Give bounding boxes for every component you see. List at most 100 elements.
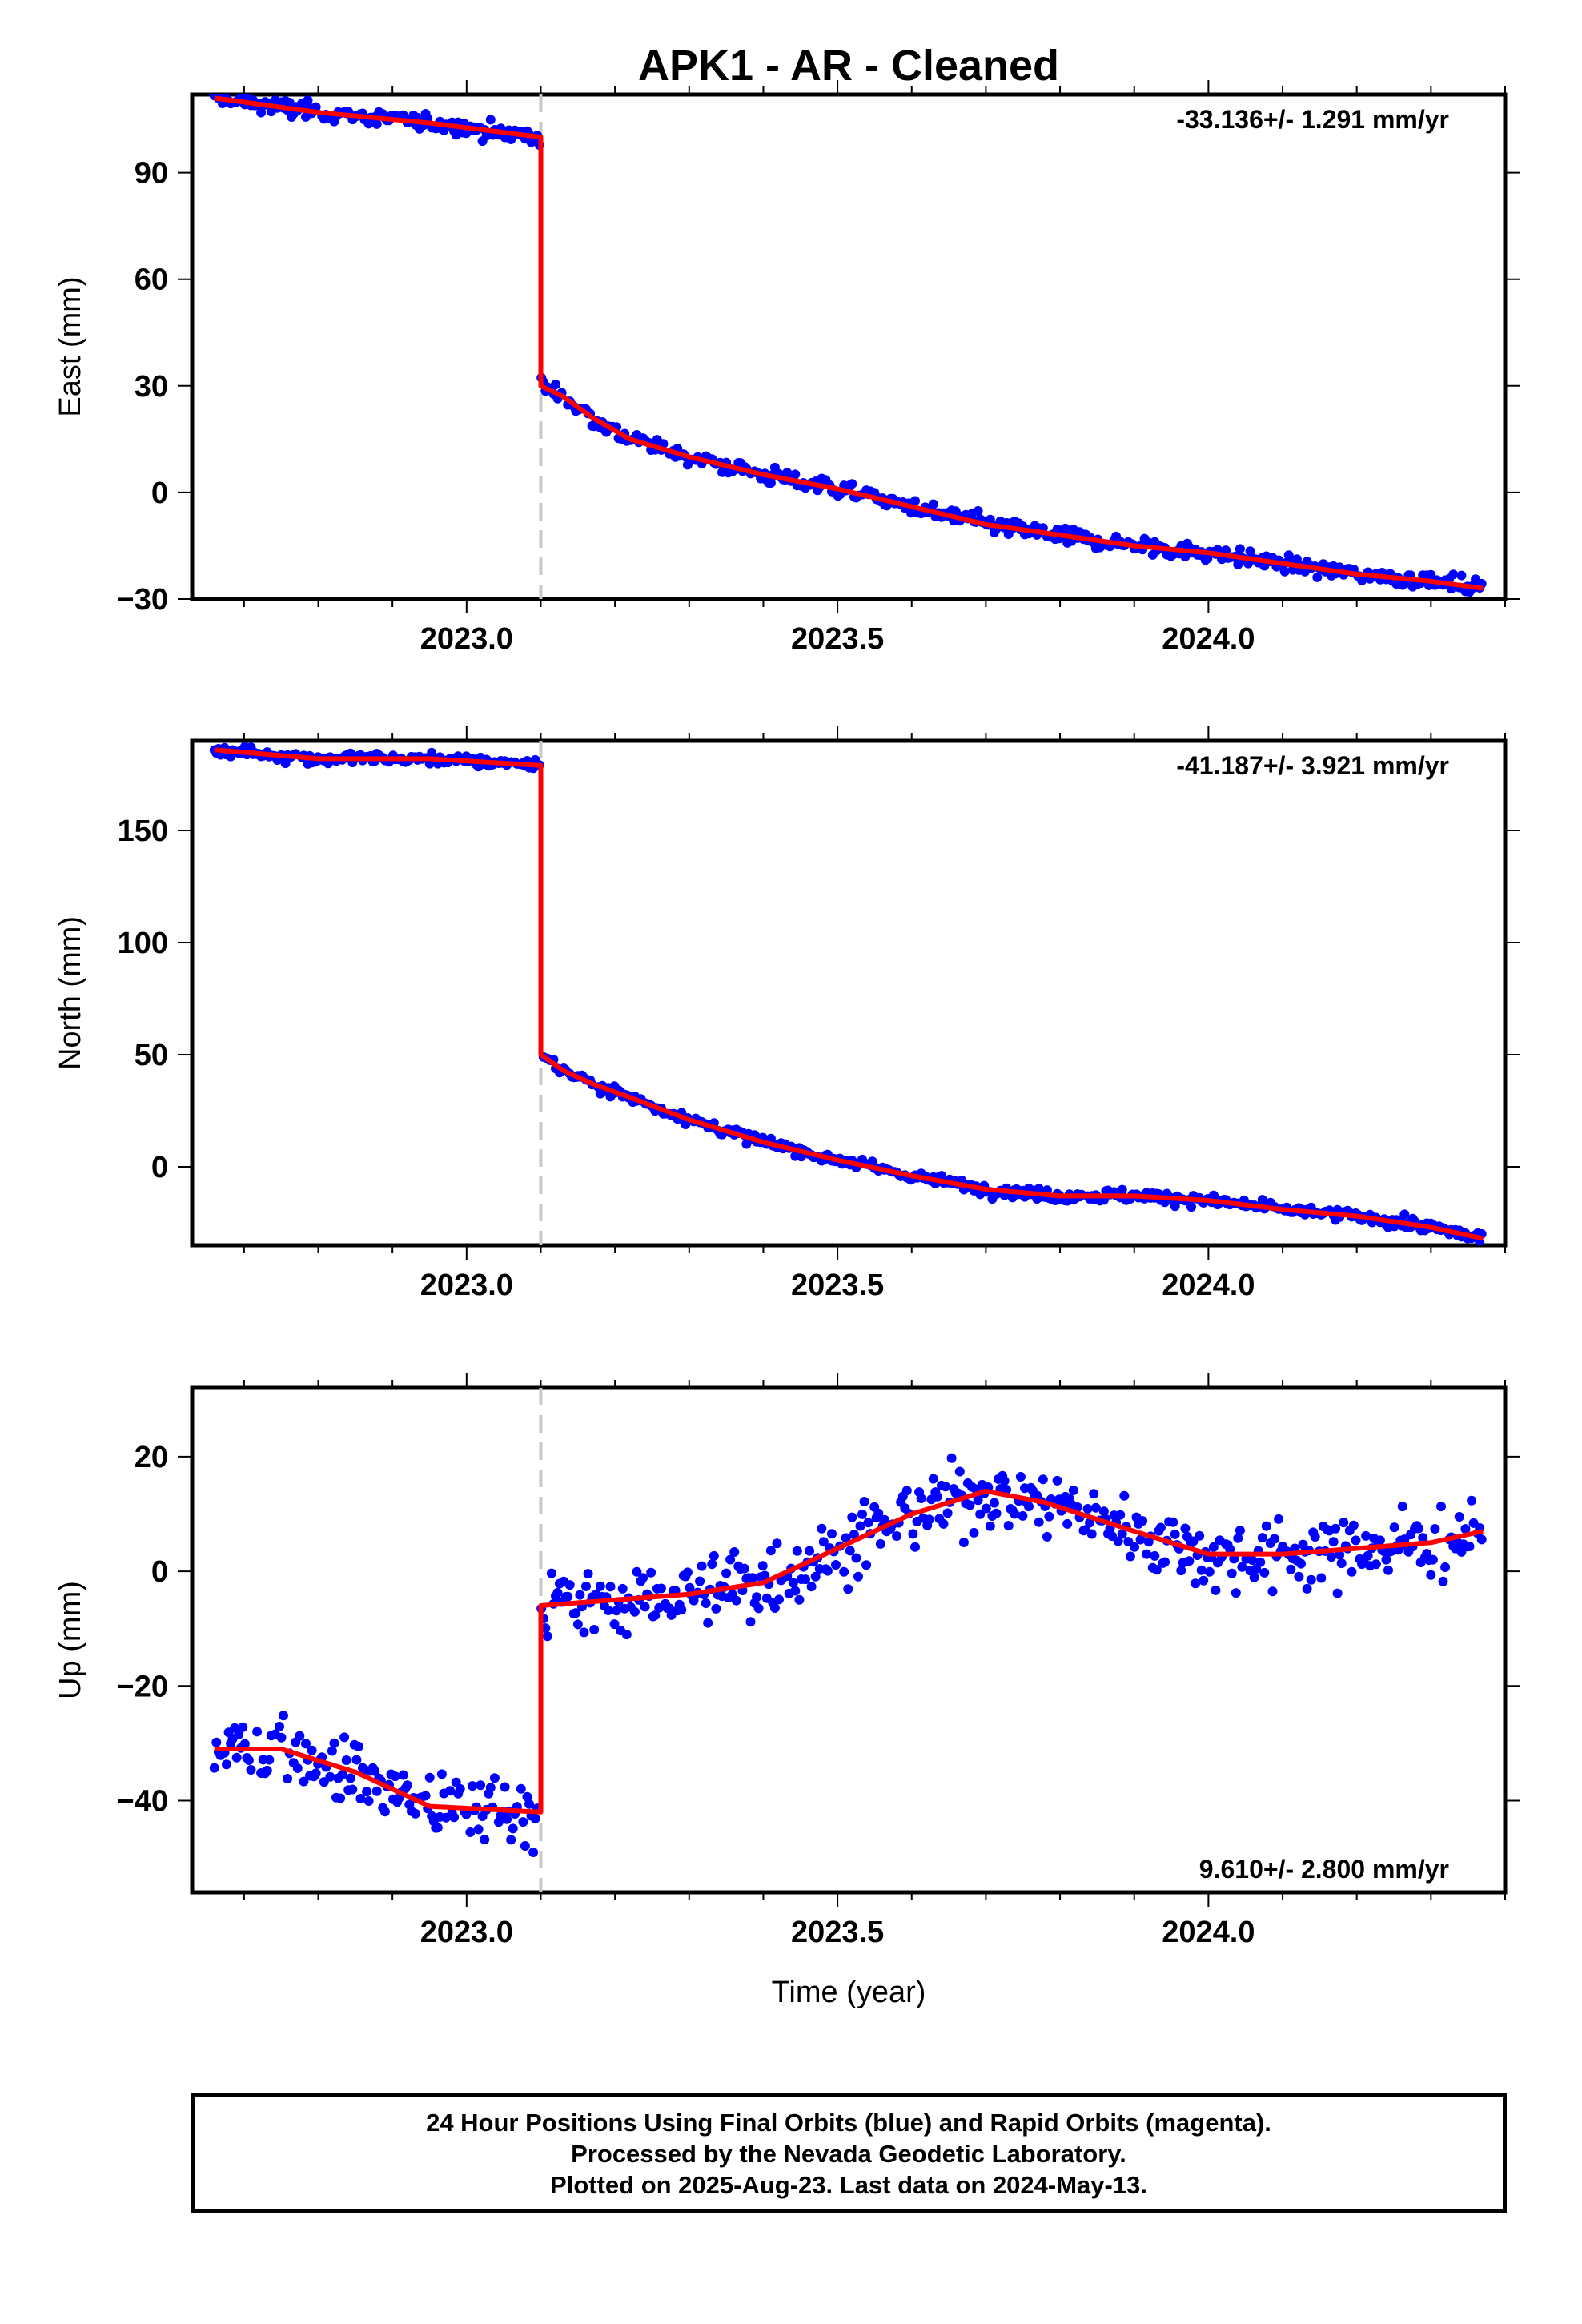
data-point xyxy=(817,1523,827,1534)
data-point xyxy=(638,1573,648,1583)
data-point xyxy=(1235,544,1245,554)
data-point xyxy=(1068,1486,1078,1495)
panel-3: 2023.0 2023.5 2024.0 −40 −20 0 20 Up (mm) 9.610+… xyxy=(54,1373,1520,1949)
data-point xyxy=(1427,1554,1438,1565)
data-point xyxy=(303,95,313,106)
data-point xyxy=(958,1538,969,1547)
y-tick-label: 20 xyxy=(135,1441,168,1474)
data-point xyxy=(1038,1474,1048,1485)
y-tick-label: 30 xyxy=(135,370,168,404)
data-point xyxy=(1195,1530,1205,1541)
data-point xyxy=(729,1547,740,1557)
data-point xyxy=(1302,1583,1312,1594)
data-point xyxy=(276,1732,287,1743)
data-point xyxy=(1327,1552,1336,1562)
data-point xyxy=(246,1765,256,1775)
data-point xyxy=(1130,1542,1139,1552)
data-point xyxy=(520,1841,530,1851)
data-point xyxy=(1151,1565,1162,1575)
data-point xyxy=(1003,1521,1014,1531)
data-point xyxy=(901,1486,912,1496)
y-tick-label: 100 xyxy=(118,927,168,960)
y-axis-label: North (mm) xyxy=(54,916,87,1070)
model-line xyxy=(214,95,1484,591)
data-point xyxy=(211,1737,222,1747)
data-point xyxy=(790,1586,801,1596)
footer-line-2: Processed by the Nevada Geodetic Laborat… xyxy=(571,2139,1126,2168)
data-point xyxy=(335,1793,346,1803)
data-point xyxy=(1231,1588,1241,1598)
data-point xyxy=(677,1605,687,1615)
data-point xyxy=(1418,1533,1428,1543)
data-point xyxy=(595,1581,605,1591)
panel-2: 2023.0 2023.5 2024.0 0 50 100 150 North (mm) -41… xyxy=(54,726,1520,1302)
data-point xyxy=(279,1711,288,1721)
data-point xyxy=(275,1721,284,1731)
data-point xyxy=(910,496,920,506)
x-tick-label: 2024.0 xyxy=(1162,1916,1255,1949)
data-point xyxy=(355,1794,366,1803)
data-point xyxy=(941,1482,950,1492)
data-point xyxy=(370,1766,380,1776)
data-point xyxy=(1310,1532,1320,1542)
data-point xyxy=(774,1594,784,1605)
data-point xyxy=(239,1739,250,1749)
data-point xyxy=(646,1567,656,1578)
data-point xyxy=(794,1594,805,1605)
data-point xyxy=(551,380,560,389)
data-point xyxy=(1085,1518,1095,1528)
data-point xyxy=(1339,1518,1349,1528)
x-axis-label: Time (year) xyxy=(772,1976,926,2009)
footer-line-1: 24 Hour Positions Using Final Orbits (bl… xyxy=(426,2108,1271,2137)
data-point xyxy=(325,1771,335,1782)
data-point xyxy=(518,1817,528,1827)
data-point xyxy=(973,506,983,516)
data-point xyxy=(999,1476,1010,1486)
data-point xyxy=(1125,1551,1135,1562)
data-point xyxy=(1098,1506,1109,1517)
data-point xyxy=(1351,1535,1361,1546)
data-point xyxy=(847,479,857,489)
chart-title: APK1 - AR - Cleaned xyxy=(638,42,1059,90)
data-point xyxy=(609,1619,620,1630)
data-point xyxy=(337,1770,347,1780)
data-point xyxy=(1467,1495,1477,1506)
data-point xyxy=(910,1542,920,1552)
data-point xyxy=(928,1474,938,1484)
data-point xyxy=(1090,1502,1101,1513)
data-point xyxy=(753,1603,764,1614)
data-point xyxy=(765,478,776,488)
data-point xyxy=(1208,1542,1219,1552)
data-point xyxy=(721,1568,732,1578)
data-point xyxy=(772,1538,782,1549)
data-point xyxy=(1170,1529,1180,1539)
data-point xyxy=(841,1533,851,1543)
data-point xyxy=(1176,1566,1186,1576)
data-point xyxy=(449,1812,460,1823)
data-point xyxy=(1332,1588,1343,1598)
data-point xyxy=(656,1583,666,1594)
data-point xyxy=(524,1799,534,1809)
data-point xyxy=(589,1625,600,1634)
data-point xyxy=(1237,1562,1247,1572)
data-point xyxy=(1211,1585,1221,1595)
data-point xyxy=(861,1560,872,1570)
data-point xyxy=(410,1808,420,1819)
data-point xyxy=(516,1783,526,1794)
panel-1: 2023.0 2023.5 2024.0 −30 0 30 60 90 East (mm) -33… xyxy=(54,80,1520,656)
data-point xyxy=(973,1495,983,1506)
data-point xyxy=(252,1727,263,1737)
data-point xyxy=(347,1784,358,1795)
data-point xyxy=(745,1617,756,1627)
data-point xyxy=(1371,1559,1381,1570)
data-point xyxy=(942,1508,953,1518)
data-point xyxy=(806,1582,817,1592)
data-point xyxy=(685,1582,695,1593)
data-point xyxy=(697,1561,707,1571)
data-point xyxy=(1119,1490,1130,1501)
data-point xyxy=(632,1566,642,1577)
data-point xyxy=(1002,1485,1012,1494)
data-point xyxy=(1331,1523,1341,1534)
x-tick-label: 2023.0 xyxy=(420,622,513,656)
data-point xyxy=(1117,1184,1127,1195)
